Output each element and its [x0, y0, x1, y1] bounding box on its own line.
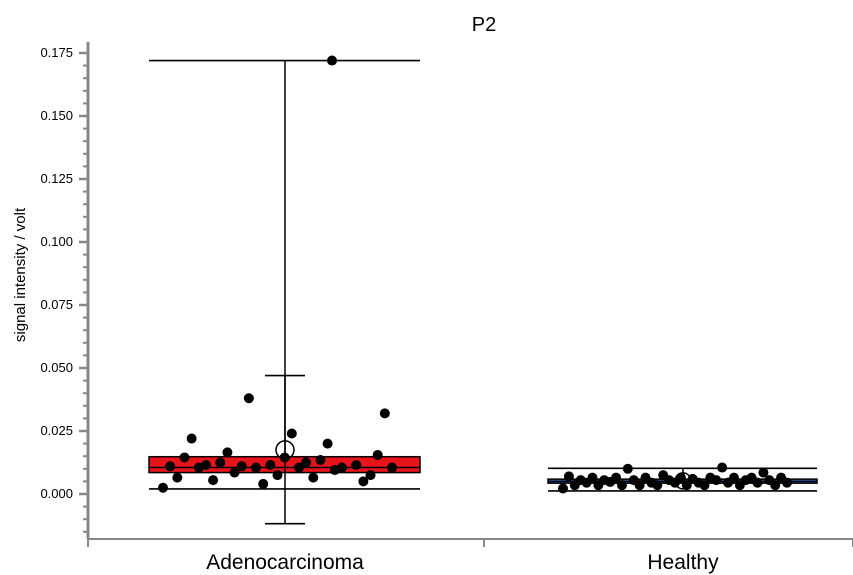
- data-point: [699, 480, 710, 491]
- x-tick-label: Healthy: [647, 551, 719, 574]
- data-point: [336, 462, 347, 473]
- x-tick-label: Adenocarcinoma: [206, 551, 364, 574]
- data-point: [172, 472, 183, 483]
- data-point: [758, 467, 769, 478]
- data-point: [728, 472, 739, 483]
- data-point: [165, 461, 176, 472]
- data-point: [179, 452, 190, 463]
- y-axis-label: signal intensity / volt: [12, 207, 29, 342]
- y-tick-label: 0.125: [40, 171, 73, 186]
- data-point: [770, 480, 781, 491]
- data-point: [258, 478, 269, 489]
- data-point: [379, 408, 390, 419]
- data-point: [634, 480, 645, 491]
- y-tick-label: 0.075: [40, 297, 73, 312]
- data-point: [587, 472, 598, 483]
- mean-marker: [275, 440, 295, 460]
- data-point: [308, 472, 319, 483]
- group-healthy: [547, 462, 818, 494]
- data-point: [782, 477, 792, 488]
- chart-title: P2: [472, 14, 496, 36]
- data-point: [681, 480, 692, 491]
- data-point: [265, 460, 276, 471]
- data-point: [711, 475, 722, 486]
- data-point: [293, 462, 304, 473]
- data-point: [251, 462, 262, 473]
- y-tick-label: 0.050: [40, 360, 73, 375]
- y-tick-label: 0.150: [40, 108, 73, 123]
- data-point: [372, 449, 383, 460]
- mean-marker: [674, 472, 692, 490]
- data-point: [286, 428, 297, 439]
- data-point: [558, 483, 568, 494]
- data-point: [272, 470, 283, 481]
- group-adenocarcinoma: [148, 55, 421, 525]
- data-point: [611, 472, 622, 483]
- y-tick-label: 0.175: [40, 45, 73, 60]
- data-point: [752, 477, 763, 488]
- data-point: [315, 454, 326, 465]
- data-point: [327, 55, 337, 66]
- data-point: [622, 463, 633, 474]
- data-point: [229, 467, 240, 478]
- data-point: [616, 480, 627, 491]
- y-tick-label: 0.100: [40, 234, 73, 249]
- data-point: [236, 461, 247, 472]
- axes: 0.000 0.025 0.050 0.075 0.100 0.125 0.150 0.175…: [40, 42, 853, 574]
- data-point: [243, 393, 254, 404]
- data-point: [322, 438, 333, 449]
- plot-area: [148, 55, 818, 525]
- data-point: [358, 476, 369, 487]
- data-point: [158, 482, 168, 493]
- data-point: [717, 462, 728, 473]
- data-point: [652, 480, 663, 491]
- data-point: [215, 457, 226, 468]
- data-point: [301, 457, 312, 468]
- y-tick-label: 0.025: [40, 423, 73, 438]
- y-tick-label: 0.000: [40, 486, 73, 501]
- data-point: [200, 460, 211, 471]
- data-point: [222, 447, 233, 458]
- data-point: [208, 475, 219, 486]
- data-point: [351, 460, 362, 471]
- data-point: [387, 462, 397, 473]
- data-point: [365, 470, 376, 481]
- data-point: [279, 452, 290, 463]
- data-point: [186, 433, 197, 444]
- data-point: [563, 471, 574, 482]
